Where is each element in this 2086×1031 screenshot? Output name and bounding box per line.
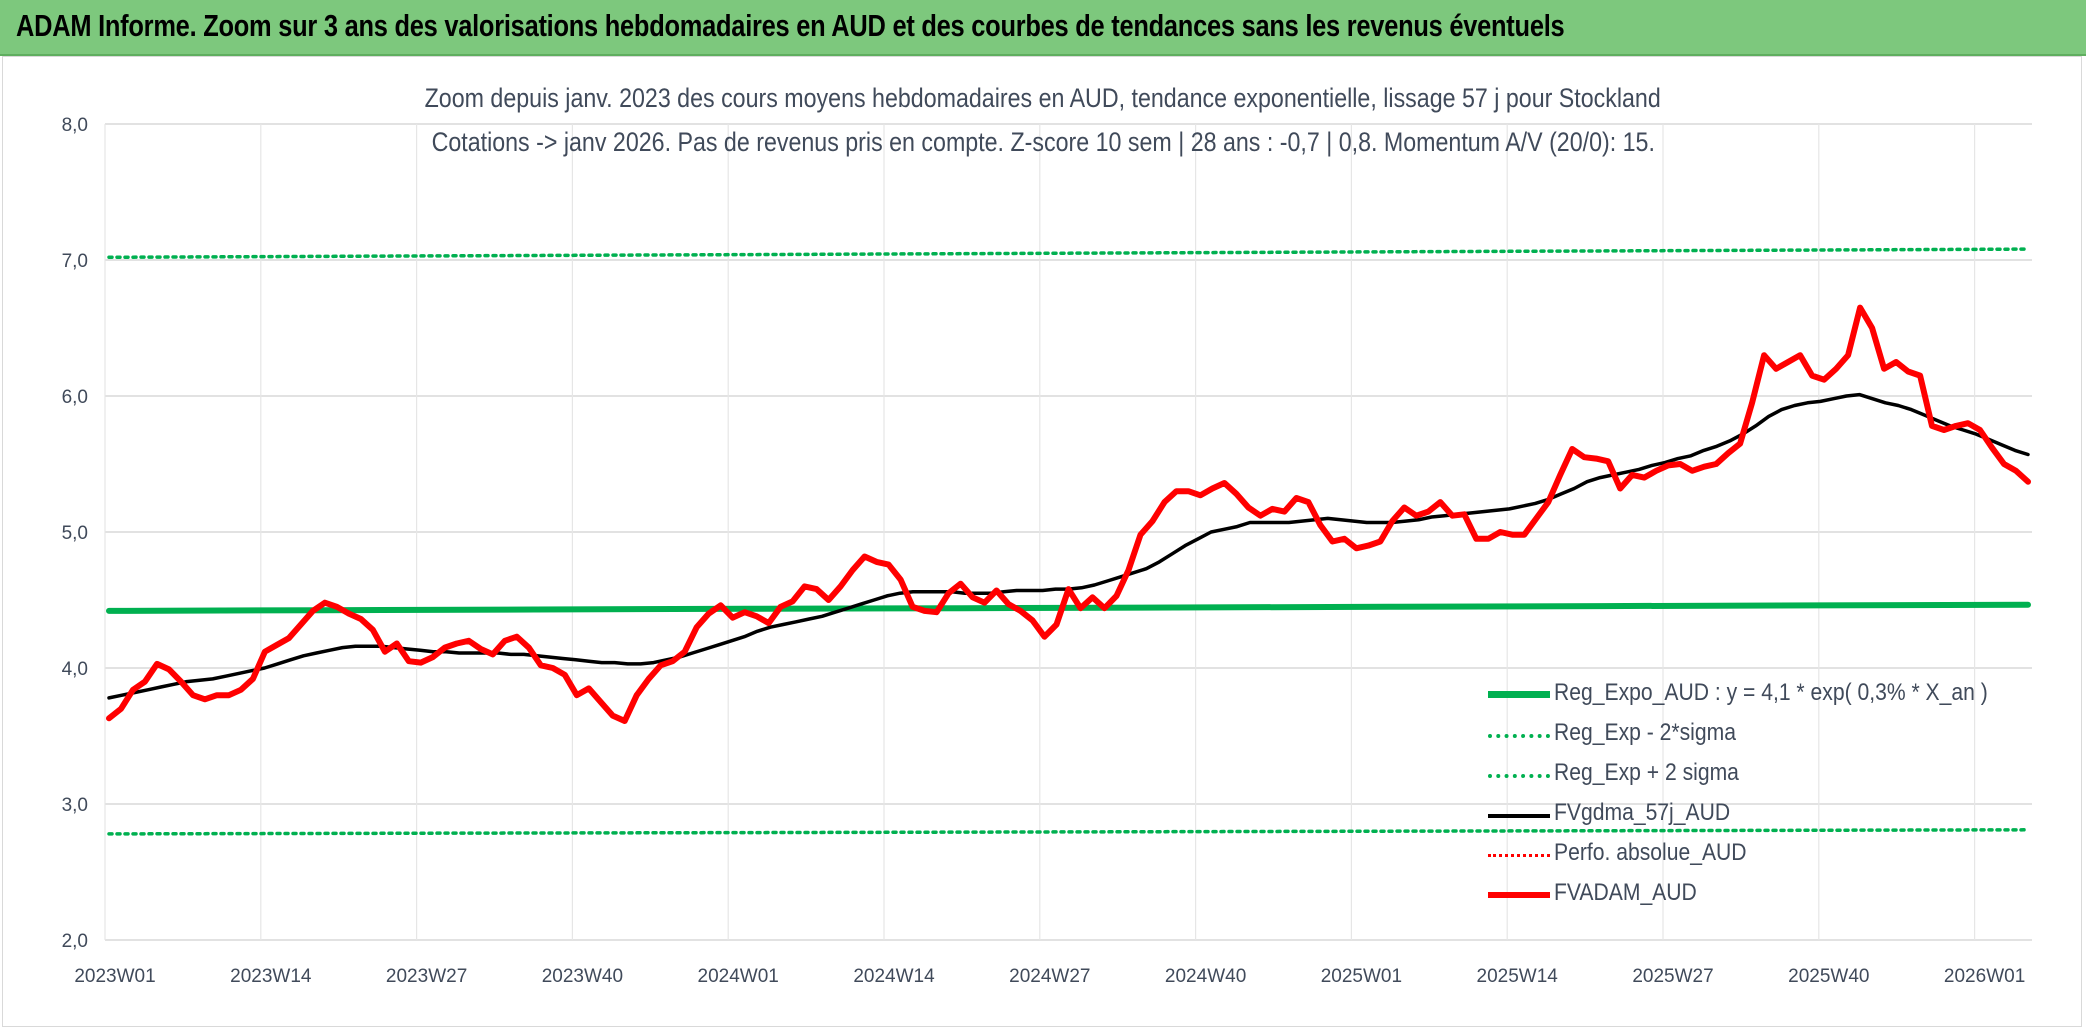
legend-swatch bbox=[1488, 814, 1550, 818]
chart-frame bbox=[2, 56, 2082, 1027]
legend-label: Reg_Exp + 2 sigma bbox=[1554, 759, 1739, 786]
legend-label: FVgdma_57j_AUD bbox=[1554, 799, 1731, 826]
y-tick-label: 6,0 bbox=[62, 387, 88, 408]
x-tick-label: 2025W14 bbox=[1477, 966, 1559, 987]
y-tick-label: 8,0 bbox=[62, 115, 88, 136]
x-tick-label: 2024W40 bbox=[1165, 966, 1246, 987]
legend-label: Reg_Expo_AUD : y = 4,1 * exp( 0,3% * X_a… bbox=[1554, 679, 1988, 706]
x-tick-label: 2026W01 bbox=[1944, 966, 2025, 987]
legend-swatch bbox=[1488, 734, 1550, 738]
y-tick-label: 2,0 bbox=[62, 931, 88, 952]
chart-subtitle: Cotations -> janv 2026. Pas de revenus p… bbox=[431, 127, 1655, 157]
series-line-fvadam-aud bbox=[106, 304, 2031, 724]
x-tick-label: 2024W14 bbox=[853, 966, 935, 987]
y-tick-label: 4,0 bbox=[62, 659, 88, 680]
report-title: ADAM Informe. Zoom sur 3 ans des valoris… bbox=[16, 8, 1565, 43]
legend-swatch bbox=[1488, 892, 1550, 898]
x-tick-label: 2024W27 bbox=[1009, 966, 1090, 987]
chart-title: Zoom depuis janv. 2023 des cours moyens … bbox=[424, 83, 1662, 113]
legend-label: Perfo. absolue_AUD bbox=[1554, 839, 1747, 866]
y-tick-label: 5,0 bbox=[62, 523, 88, 544]
y-tick-label: 7,0 bbox=[62, 251, 88, 272]
x-tick-label: 2023W01 bbox=[74, 966, 155, 987]
title-banner: ADAM Informe. Zoom sur 3 ans des valoris… bbox=[0, 0, 2086, 56]
legend-swatch bbox=[1488, 854, 1550, 857]
legend-label: FVADAM_AUD bbox=[1554, 879, 1697, 906]
y-tick-label: 3,0 bbox=[62, 795, 88, 816]
x-tick-label: 2023W40 bbox=[542, 966, 623, 987]
legend-label: Reg_Exp - 2*sigma bbox=[1554, 719, 1736, 746]
legend-swatch bbox=[1488, 691, 1550, 698]
x-tick-label: 2024W01 bbox=[698, 966, 779, 987]
x-tick-label: 2023W27 bbox=[386, 966, 467, 987]
x-tick-label: 2025W40 bbox=[1788, 966, 1869, 987]
series-line-reg-exp-2-sigma bbox=[107, 247, 2030, 260]
series-line-reg-expo-aud-y-4-1-exp-0 bbox=[106, 601, 2031, 614]
x-tick-label: 2025W27 bbox=[1632, 966, 1713, 987]
legend-swatch bbox=[1488, 774, 1550, 778]
series-line-reg-exp-2-sigma bbox=[107, 828, 2030, 836]
x-tick-label: 2023W14 bbox=[230, 966, 312, 987]
x-tick-label: 2025W01 bbox=[1321, 966, 1402, 987]
